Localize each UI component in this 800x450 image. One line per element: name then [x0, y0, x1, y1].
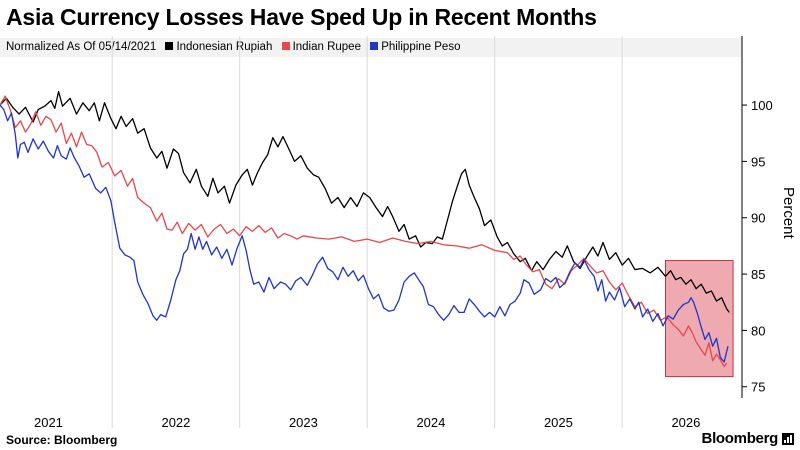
chart-title: Asia Currency Losses Have Sped Up in Rec… [6, 4, 597, 30]
legend-item-rupiah: Indonesian Rupiah [165, 38, 272, 57]
y-tick-label: 90 [751, 211, 765, 226]
series-line-philippine-peso [0, 104, 729, 363]
y-tick-label: 75 [751, 380, 765, 395]
x-tick-label: 2024 [416, 415, 445, 430]
legend-swatch-rupee [281, 42, 290, 50]
y-tick-label: 100 [751, 98, 773, 113]
legend-note: Normalized As Of 05/14/2021 [6, 41, 157, 53]
legend-label-peso: Philippine Peso [381, 41, 461, 53]
y-axis-label: Percent [780, 187, 797, 240]
legend: Normalized As Of 05/14/2021 Indonesian R… [0, 38, 742, 57]
legend-label-rupiah: Indonesian Rupiah [176, 41, 273, 53]
x-tick-label: 2021 [34, 415, 63, 430]
bloomberg-logo: Bloomberg [701, 430, 779, 447]
y-tick-label: 95 [751, 154, 765, 169]
legend-swatch-rupiah [165, 42, 174, 50]
bloomberg-chart-icon [782, 433, 794, 445]
source-note: Source: Bloomberg [6, 433, 118, 447]
y-tick-label: 85 [751, 267, 765, 282]
legend-item-rupee: Indian Rupee [281, 38, 361, 57]
series-line-indonesian-rupiah [0, 90, 730, 313]
x-tick-label: 2022 [161, 415, 190, 430]
legend-swatch-peso [370, 42, 379, 50]
y-tick-label: 80 [751, 323, 765, 338]
x-tick-label: 2026 [671, 415, 700, 430]
x-tick-label: 2025 [544, 415, 573, 430]
series-line-indian-rupee [0, 95, 728, 368]
legend-label-rupee: Indian Rupee [292, 41, 361, 53]
legend-item-peso: Philippine Peso [370, 38, 460, 57]
x-tick-label: 2023 [289, 415, 318, 430]
